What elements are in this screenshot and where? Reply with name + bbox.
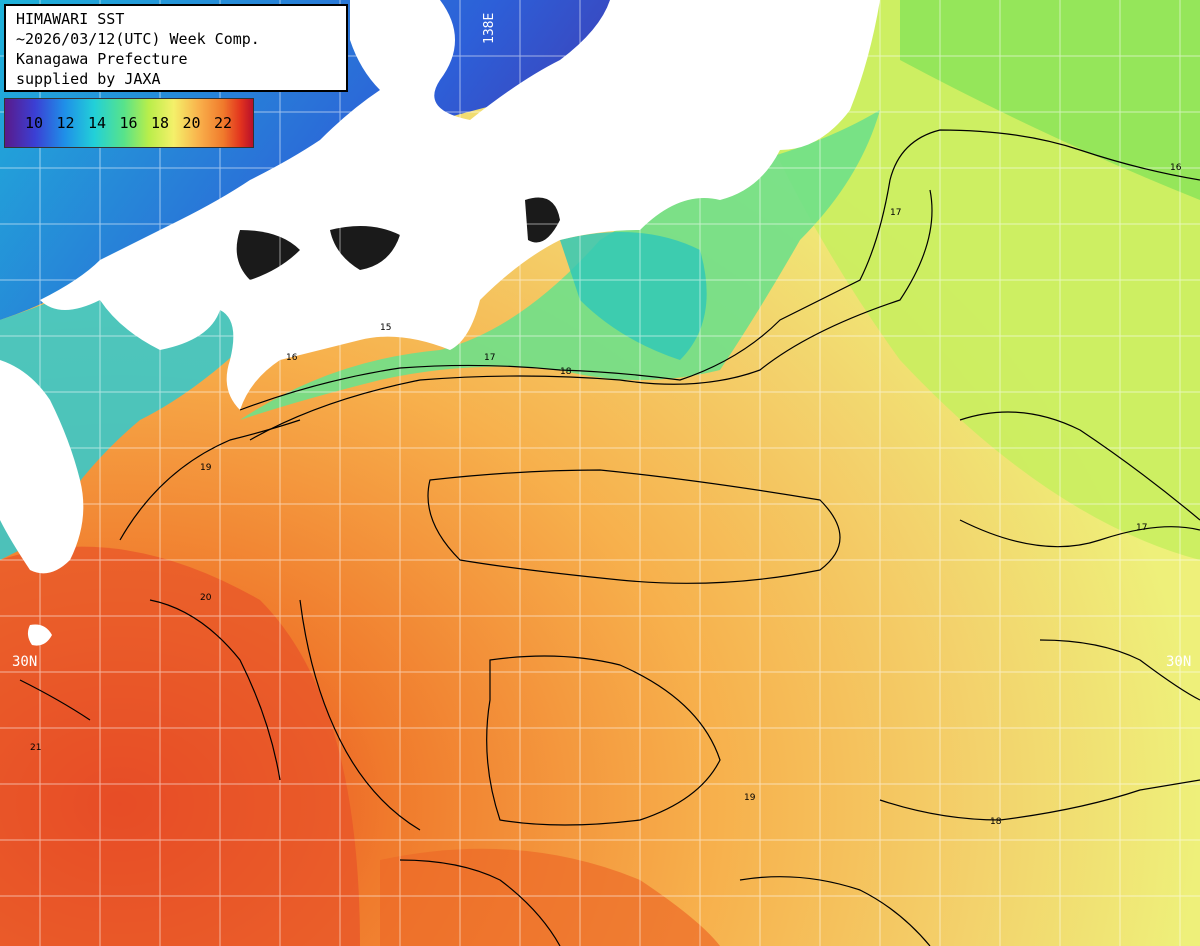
title-line-3: Kanagawa Prefecture: [16, 50, 188, 68]
contour-label: 19: [200, 463, 212, 473]
legend-label: 22: [214, 114, 233, 132]
legend-label: 12: [56, 114, 75, 132]
contour-label: 17: [890, 208, 901, 218]
legend-label: 10: [25, 114, 44, 132]
land-shikoku-dark: [236, 230, 300, 280]
contour-label: 18: [560, 367, 572, 377]
contour-label: 17: [1136, 523, 1147, 533]
contour-label: 15: [380, 323, 391, 333]
contour-label: 17: [484, 353, 495, 363]
contour-label: 20: [200, 593, 212, 603]
legend-label: 14: [88, 114, 107, 132]
cold-water-north-edge: [900, 0, 1200, 200]
color-scale-legend: 10 12 14 16 18 20 22: [4, 98, 254, 148]
title-line-2: ~2026/03/12(UTC) Week Comp.: [16, 30, 260, 48]
land-izu-dark: [525, 197, 560, 243]
contour-label: 16: [286, 353, 298, 363]
title-line-4: supplied by JAXA: [16, 70, 161, 88]
warm-water-south: [380, 848, 720, 946]
bay-water-sagami: [560, 232, 707, 360]
isotherm-contours: [19, 129, 1200, 946]
map-title-box: HIMAWARI SST ~2026/03/12(UTC) Week Comp.…: [4, 4, 348, 92]
contour-labels: 15 16 17 18 19 20 21 17 18 19 17 16: [30, 163, 1182, 827]
contour-label: 21: [30, 743, 41, 753]
latitude-label-right: 30N: [1166, 654, 1192, 670]
title-line-1: HIMAWARI SST: [16, 10, 125, 28]
warm-water-southwest: [0, 546, 360, 946]
legend-label: 16: [119, 114, 138, 132]
latitude-label-left: 30N: [12, 654, 38, 670]
land-dark-patch: [330, 226, 400, 270]
legend-label: 18: [151, 114, 170, 132]
legend-color-bar: [5, 99, 253, 147]
contour-label: 18: [990, 817, 1002, 827]
contour-label: 19: [744, 793, 756, 803]
legend-label: 20: [182, 114, 201, 132]
contour-label: 16: [1170, 163, 1182, 173]
longitude-label-top: 138E: [482, 12, 497, 44]
land-kyushu: [0, 360, 84, 574]
